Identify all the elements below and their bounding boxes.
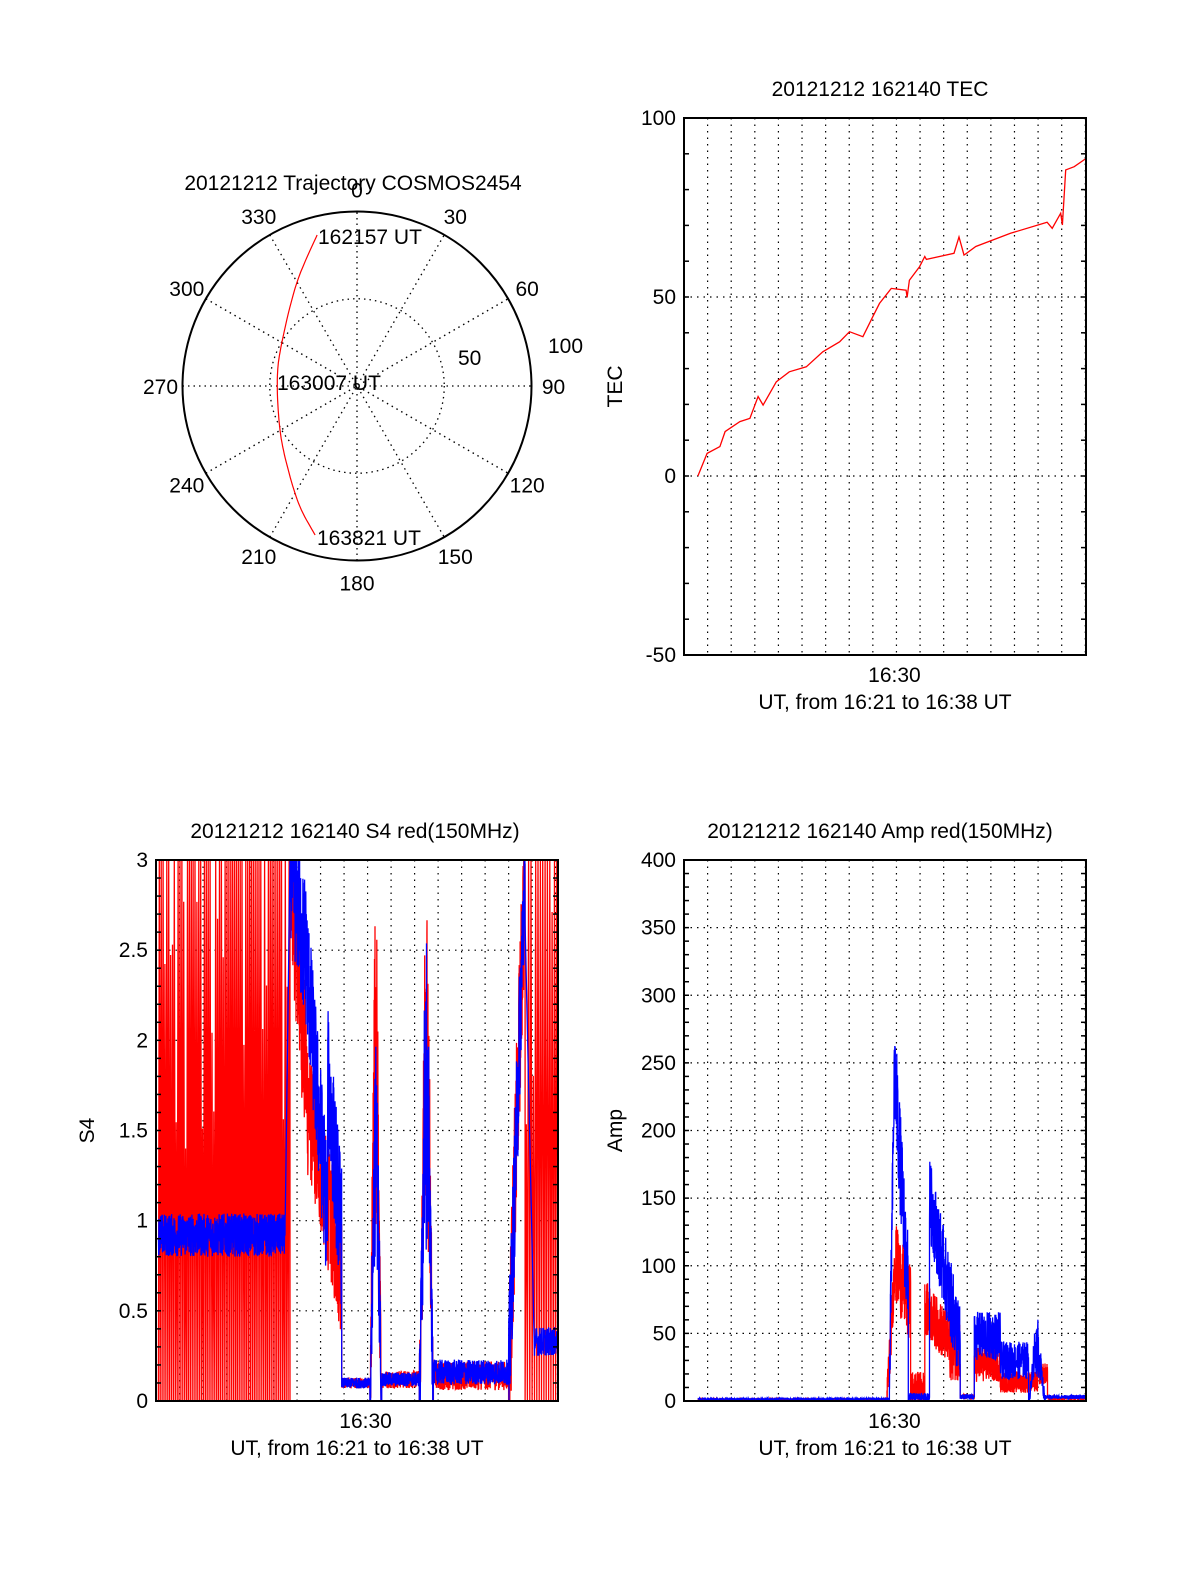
tec-series-tec	[697, 157, 1086, 477]
s4-x-axis-label: UT, from 16:21 to 16:38 UT	[230, 1437, 483, 1460]
y-tick-label: 0	[664, 1390, 676, 1413]
y-tick-label: 2.5	[119, 939, 148, 962]
trajectory-polar-plot: 20121212 Trajectory COSMOS2454 0 30 60 90 12…	[143, 172, 583, 596]
y-tick-label: 3	[136, 849, 148, 872]
y-tick-label: -50	[646, 644, 676, 667]
radial-tick-label-50: 50	[458, 347, 481, 370]
polar-angle-tick-label: 60	[515, 278, 538, 301]
tec-minor-ticks	[684, 117, 1086, 656]
s4-title: 20121212 162140 S4 red(150MHz)	[190, 820, 519, 843]
y-tick-label: 100	[641, 107, 676, 130]
tec-grid	[684, 118, 1086, 655]
s4-minor-ticks	[156, 859, 558, 1402]
tec-y-axis-label: TEC	[604, 366, 627, 408]
radial-tick-label-100: 100	[548, 335, 583, 358]
polar-angle-tick-label: 30	[444, 206, 467, 229]
y-tick-label: 300	[641, 984, 676, 1007]
y-tick-label: 1	[136, 1210, 148, 1233]
polar-inner-ring	[269, 298, 445, 474]
polar-angle-tick-label: 180	[339, 573, 374, 596]
y-tick-label: 2	[136, 1029, 148, 1052]
amp-y-axis-label: Amp	[604, 1109, 627, 1152]
amp-series-amp-blue-channel	[697, 1045, 1086, 1401]
y-tick-label: 200	[641, 1120, 676, 1143]
y-tick-label: 400	[641, 849, 676, 872]
amp-plot: 20121212 162140 Amp red(150MHz) 0 50 100 15…	[604, 820, 1087, 1460]
trajectory-mid-label: 163007 UT	[277, 372, 381, 395]
amp-series	[697, 1045, 1086, 1401]
amp-y-tick-labels: 0 50 100 150 200 250 300 350 400	[641, 849, 676, 1413]
tec-y-tick-labels: -50 0 50 100	[641, 107, 676, 667]
polar-angle-tick-label: 240	[169, 474, 204, 497]
trajectory-end-label: 163821 UT	[317, 527, 421, 550]
s4-x-tick-label: 16:30	[339, 1410, 392, 1433]
s4-series-s4-blue-channel	[157, 860, 558, 1401]
polar-angle-tick-label: 300	[169, 278, 204, 301]
s4-y-axis-label: S4	[76, 1117, 99, 1143]
y-tick-label: 350	[641, 917, 676, 940]
amp-title: 20121212 162140 Amp red(150MHz)	[707, 820, 1053, 843]
y-tick-label: 50	[653, 1322, 676, 1345]
tec-title: 20121212 162140 TEC	[772, 78, 989, 101]
y-tick-label: 50	[653, 286, 676, 309]
polar-angle-tick-label: 150	[438, 546, 473, 569]
tec-series	[697, 157, 1086, 477]
tec-axes-frame	[683, 117, 1087, 656]
polar-angle-tick-label: 120	[510, 474, 545, 497]
trajectory-start-label: 162157 UT	[318, 226, 422, 249]
polar-angle-tick-label: 90	[542, 376, 565, 399]
polar-outer-circle	[181, 210, 533, 562]
amp-x-axis-label: UT, from 16:21 to 16:38 UT	[758, 1437, 1011, 1460]
polar-grid	[182, 211, 532, 561]
tec-plot: 20121212 162140 TEC -50 0 50 100 16:30 UT, …	[604, 78, 1087, 714]
trajectory-line	[276, 234, 318, 536]
y-tick-label: 100	[641, 1255, 676, 1278]
polar-angle-tick-label: 330	[241, 206, 276, 229]
amp-minor-ticks	[684, 859, 1086, 1402]
tec-x-axis-label: UT, from 16:21 to 16:38 UT	[758, 691, 1011, 714]
y-tick-label: 0	[136, 1390, 148, 1413]
tec-x-tick-label: 16:30	[868, 664, 921, 687]
y-tick-label: 250	[641, 1052, 676, 1075]
polar-angle-tick-label: 0	[351, 180, 363, 203]
amp-axes-frame	[683, 859, 1087, 1402]
y-tick-label: 150	[641, 1187, 676, 1210]
y-tick-label: 1.5	[119, 1120, 148, 1143]
polar-angle-tick-label: 270	[143, 376, 178, 399]
y-tick-label: 0	[664, 465, 676, 488]
amp-x-tick-label: 16:30	[868, 1410, 921, 1433]
polar-angle-tick-label: 210	[241, 546, 276, 569]
y-tick-label: 0.5	[119, 1300, 148, 1323]
s4-plot: 20121212 162140 S4 red(150MHz) 0 0.5 1 1.5 2…	[76, 820, 559, 1460]
s4-series	[157, 860, 558, 1401]
s4-y-tick-labels: 0 0.5 1 1.5 2 2.5 3	[119, 849, 148, 1413]
polar-angle-tick-labels: 0 30 60 90 120 150 180 210 240 270 300 330	[143, 180, 565, 596]
trajectory-title: 20121212 Trajectory COSMOS2454	[184, 172, 522, 195]
amp-grid	[684, 860, 1086, 1401]
